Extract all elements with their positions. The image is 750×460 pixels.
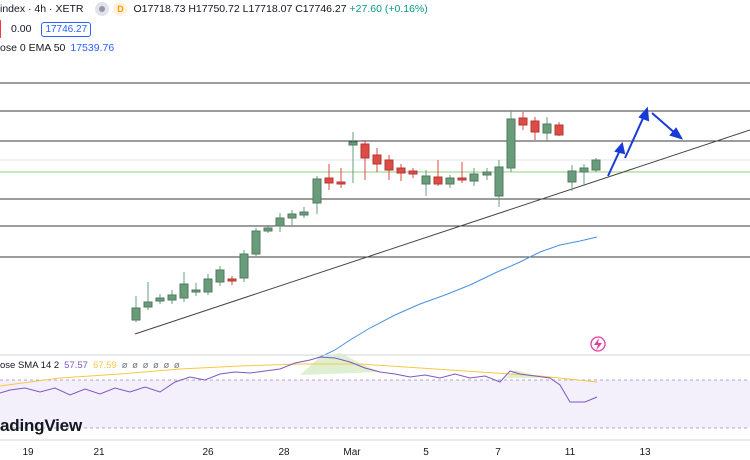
candle[interactable] [494,160,504,207]
candles[interactable] [131,110,601,322]
candle[interactable] [567,165,577,191]
candle[interactable] [469,168,479,186]
time-label: 19 [22,447,34,458]
arrow-down[interactable] [651,112,677,135]
candle[interactable] [336,168,346,188]
rsi-ma-value: 67.59 [92,360,117,371]
candle[interactable] [348,132,358,183]
candle[interactable] [457,162,467,183]
change-value: +27.60 (+0.16%) [349,3,428,15]
candle[interactable] [191,283,201,296]
time-label: 7 [495,447,501,458]
oscillator-legend[interactable]: ose SMA 14 2 57.57 67.59 ø ø ø ø ø ø [0,360,181,371]
candle[interactable] [396,164,406,181]
candle[interactable] [445,175,455,188]
candle[interactable] [203,274,213,295]
candle[interactable] [591,158,601,172]
arrow-head [638,106,650,122]
candle[interactable] [408,168,418,178]
tradingview-watermark: adingView [0,416,82,435]
candle[interactable] [179,272,189,302]
candle[interactable] [579,164,589,186]
trendline[interactable] [134,129,750,335]
arrow-head [614,141,626,155]
rsi-band [0,380,750,428]
open-value: O17718.73 [133,3,186,15]
oscillator-label: ose SMA 14 2 [0,360,60,371]
arrow-head [669,127,684,140]
candle[interactable] [324,164,334,190]
candle[interactable] [421,170,431,196]
candle[interactable] [542,117,552,141]
rsi-ma-line [0,363,598,387]
time-label: 26 [202,447,214,458]
low-value: L17718.07 [242,3,293,15]
na-values: ø ø ø ø ø ø [121,360,181,371]
ema-label: ose 0 EMA 50 [0,42,66,54]
ema-value: 17539.76 [70,42,115,54]
candle[interactable] [554,122,564,136]
candle[interactable] [384,155,394,180]
symbol-legend[interactable]: index · 4h · XETR D O17718.73 H17750.72 … [0,2,428,16]
market-status-icon[interactable] [95,2,110,16]
high-value: H17750.72 [188,3,240,15]
candle[interactable] [287,210,297,226]
candle[interactable] [143,282,153,310]
projection-arrows[interactable] [607,106,684,177]
candle[interactable] [299,207,309,218]
ohlc-values: O17718.73 H17750.72 L17718.07 C17746.27 … [133,3,427,15]
arrow-up-2[interactable] [624,115,645,159]
dot-icon [99,6,106,12]
candle[interactable] [227,276,237,285]
arrow-up-1[interactable] [607,149,621,177]
candle[interactable] [131,296,141,322]
candle[interactable] [155,294,165,304]
ema-legend[interactable]: ose 0 EMA 50 17539.76 [0,42,114,54]
candle[interactable] [167,290,177,304]
candle[interactable] [275,213,285,232]
flash-icon[interactable] [590,336,606,352]
symbol-title[interactable]: index · 4h · XETR [0,3,84,15]
indicator-color-swatch[interactable] [0,20,1,38]
candle[interactable] [530,117,540,140]
close-value: C17746.27 [295,3,347,15]
time-label: 21 [93,447,105,458]
horizontal-levels[interactable] [0,82,750,258]
price-value-box[interactable]: 17746.27 [41,21,92,37]
candle[interactable] [360,140,370,180]
candle[interactable] [312,176,322,214]
time-label: 5 [423,447,429,458]
candle[interactable] [239,250,249,282]
candle[interactable] [506,110,516,172]
candle[interactable] [482,168,492,180]
rsi-line [0,356,598,403]
time-label: 28 [278,447,290,458]
candle[interactable] [263,225,273,233]
zero-value: 0.00 [11,23,32,35]
time-label: 13 [639,447,651,458]
oscillator-pane[interactable] [0,353,750,429]
time-label: Mar [343,447,361,458]
candle[interactable] [372,148,382,172]
time-label: 11 [564,447,576,458]
candle[interactable] [433,160,443,186]
rsi-value: 57.57 [64,360,88,371]
candle[interactable] [518,112,528,130]
candle[interactable] [215,266,225,286]
indicator-row: 0.00 17746.27 [0,20,92,38]
ema-line[interactable] [317,236,598,359]
delayed-data-icon[interactable]: D [113,2,128,16]
candle[interactable] [251,228,261,256]
